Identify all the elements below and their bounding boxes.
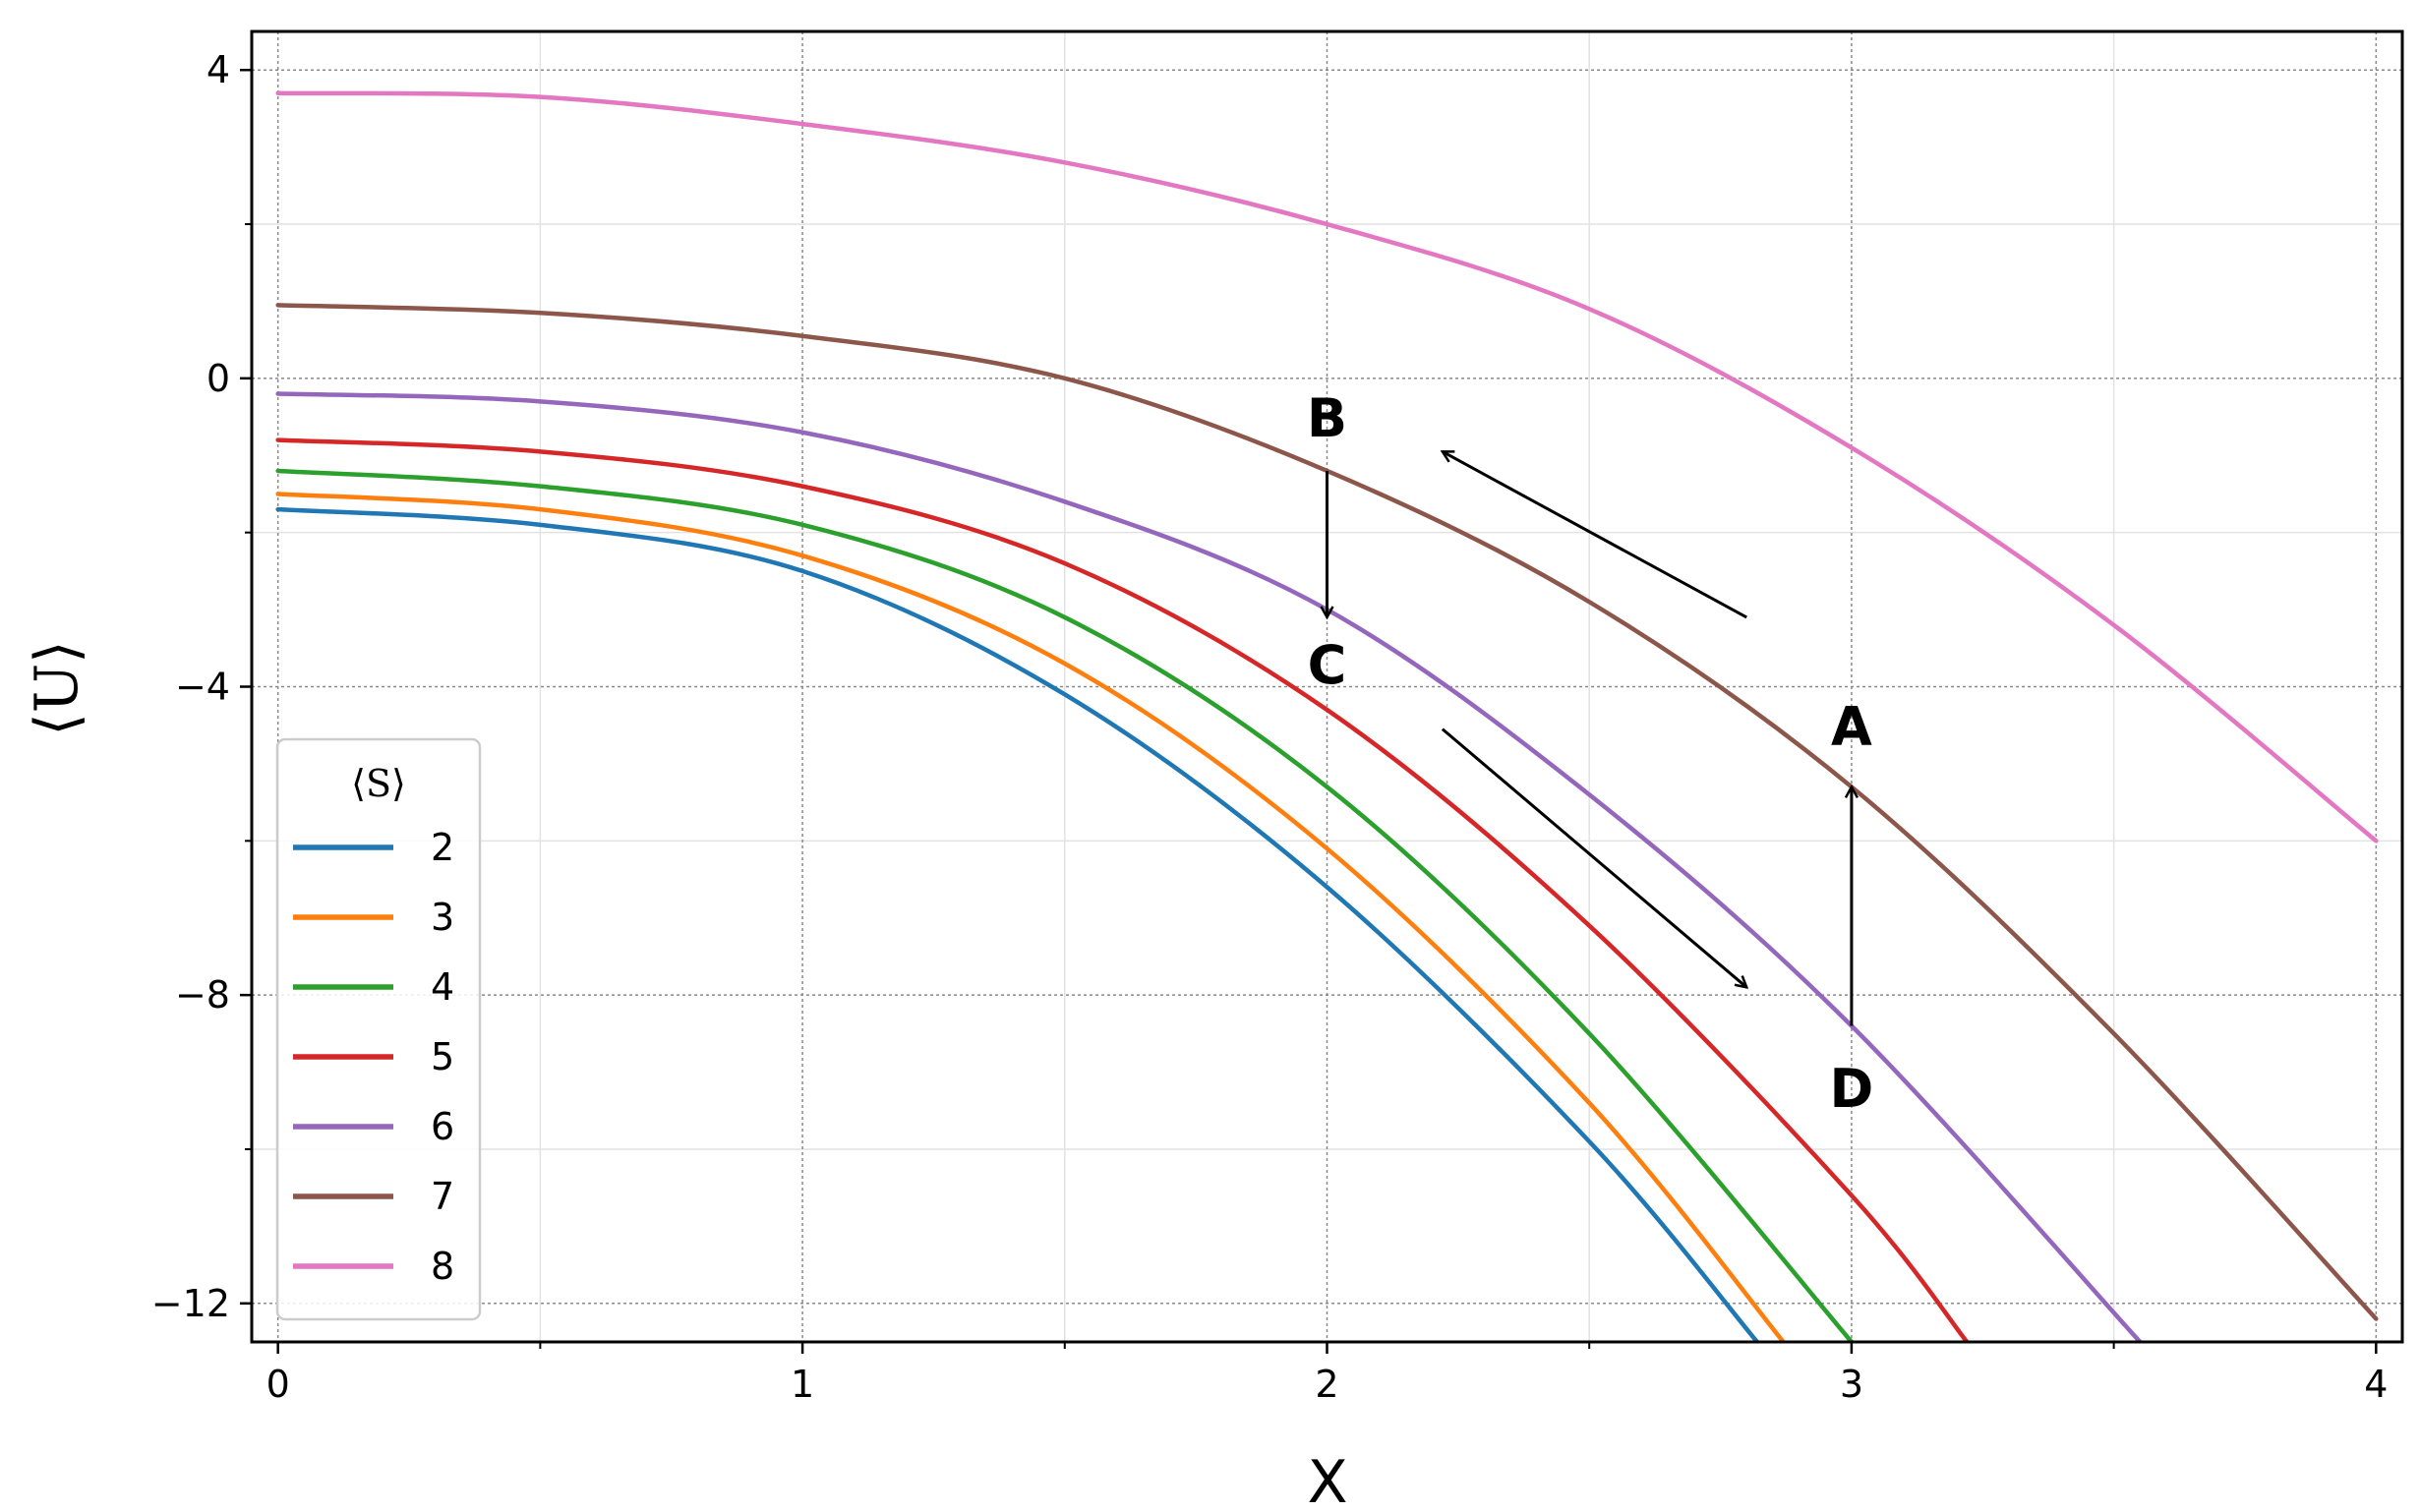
series-line-6: [275, 391, 2143, 1342]
legend-label-5: 5: [431, 1035, 454, 1078]
legend-title: ⟨S⟩: [351, 762, 406, 805]
legend-label-4: 4: [431, 965, 454, 1009]
annotation-arrow: [1443, 450, 1747, 619]
x-tick-label: 0: [266, 1363, 290, 1406]
annotation-label-D: D: [1830, 1058, 1874, 1120]
legend-label-2: 2: [431, 826, 454, 869]
series-line-7: [275, 303, 2379, 1321]
y-tick-label: −4: [175, 666, 230, 709]
legend-label-7: 7: [431, 1175, 454, 1218]
annotations: B C A D: [1307, 387, 1873, 1120]
series-line-2: [275, 506, 1760, 1342]
annotation-arrow: [1441, 727, 1746, 988]
legend-box: [275, 737, 482, 1321]
series-line-8: [275, 90, 2379, 843]
series-line-4: [275, 468, 1855, 1342]
legend-label-8: 8: [431, 1245, 454, 1288]
x-tick-label: 1: [791, 1363, 814, 1406]
x-tick-label: 2: [1315, 1363, 1338, 1406]
legend-items: 2 3 4 5 6 7 8: [293, 826, 454, 1288]
series-line-5: [275, 437, 1970, 1342]
x-tick-label: 3: [1840, 1363, 1863, 1406]
legend: ⟨S⟩ 2 3 4 5 6 7 8: [275, 737, 482, 1321]
annotation-label-A: A: [1831, 696, 1872, 758]
legend-label-6: 6: [431, 1105, 454, 1148]
series-lines: [275, 90, 2379, 1342]
y-tick-label: 4: [207, 48, 230, 91]
y-tick-label: −12: [151, 1282, 230, 1325]
x-tick-label: 4: [2364, 1363, 2388, 1406]
axis-ticks: 0 1 2 3 4 4 0 −4 −8 −12: [151, 48, 2389, 1406]
y-tick-label: 0: [207, 357, 230, 400]
annotation-label-B: B: [1307, 387, 1347, 449]
x-axis-label: X: [1307, 1448, 1347, 1512]
legend-label-3: 3: [431, 896, 454, 939]
series-line-3: [275, 492, 1786, 1342]
y-tick-label: −8: [175, 973, 230, 1017]
y-axis-label: ⟨U⟩: [23, 640, 91, 735]
annotation-label-C: C: [1308, 634, 1347, 696]
